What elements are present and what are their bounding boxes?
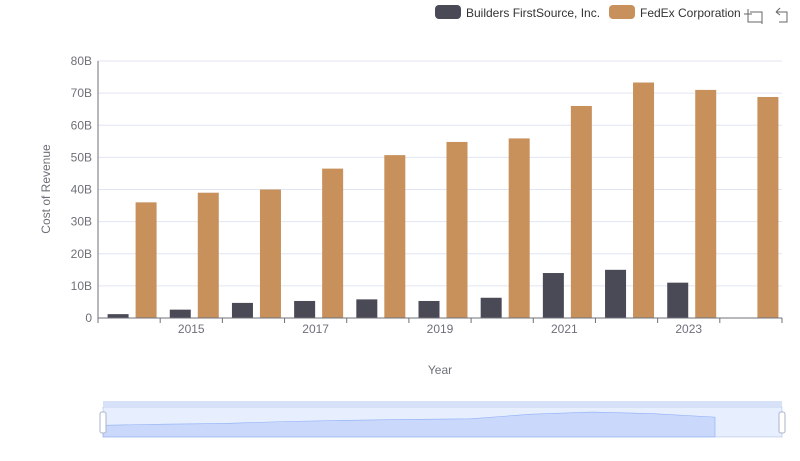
bar-fedex-2018[interactable] bbox=[384, 155, 406, 318]
y-tick-label: 50B bbox=[71, 150, 92, 164]
bar-builders-2016[interactable] bbox=[231, 302, 253, 318]
bar-builders-2022[interactable] bbox=[605, 269, 627, 318]
legend: Builders FirstSource, Inc. FedEx Corpora… bbox=[435, 5, 741, 20]
y-tick-labels: 0 10B 20B 30B 40B 50B 60B 70B 80B bbox=[71, 54, 93, 325]
y-tick-label: 0 bbox=[85, 311, 92, 325]
x-tick-labels: 2015 2017 2019 2021 2023 bbox=[178, 322, 702, 336]
bar-builders-2018[interactable] bbox=[356, 299, 378, 318]
legend-item-builders[interactable]: Builders FirstSource, Inc. bbox=[435, 5, 600, 20]
y-axis-title: Cost of Revenue bbox=[39, 144, 53, 234]
bar-fedex-2021[interactable] bbox=[570, 105, 592, 318]
bar-fedex-2017[interactable] bbox=[322, 168, 344, 318]
bars bbox=[107, 82, 779, 319]
x-tick-label: 2023 bbox=[675, 322, 702, 336]
restore-icon[interactable] bbox=[775, 7, 788, 23]
bar-builders-2020[interactable] bbox=[480, 297, 502, 318]
axes bbox=[97, 61, 783, 323]
y-tick-label: 30B bbox=[71, 215, 92, 229]
bar-builders-2019[interactable] bbox=[418, 300, 440, 318]
bar-builders-2015[interactable] bbox=[169, 309, 191, 318]
datazoom-preview-area bbox=[102, 411, 716, 438]
y-tick-label: 10B bbox=[71, 279, 92, 293]
bar-fedex-2023[interactable] bbox=[695, 89, 717, 318]
x-tick-label: 2021 bbox=[551, 322, 578, 336]
bar-fedex-2014[interactable] bbox=[135, 202, 157, 318]
bar-builders-2017[interactable] bbox=[294, 300, 316, 318]
datazoom-right-handle[interactable] bbox=[778, 411, 786, 434]
bar-fedex-2019[interactable] bbox=[446, 141, 468, 318]
datazoom-top-bar[interactable] bbox=[103, 401, 782, 407]
bar-builders-2023[interactable] bbox=[667, 282, 689, 318]
bar-builders-2014[interactable] bbox=[107, 314, 129, 318]
legend-swatch-fedex bbox=[609, 5, 635, 19]
bar-fedex-2020[interactable] bbox=[508, 138, 530, 318]
bar-fedex-2024[interactable] bbox=[757, 96, 779, 318]
bar-fedex-2016[interactable] bbox=[259, 189, 281, 319]
legend-item-fedex[interactable]: FedEx Corporation bbox=[609, 5, 741, 20]
zoom-icon[interactable] bbox=[744, 9, 763, 24]
x-tick-label: 2019 bbox=[427, 322, 454, 336]
y-tick-label: 60B bbox=[71, 118, 92, 132]
datazoom-selected-range bbox=[103, 407, 782, 437]
bar-fedex-2015[interactable] bbox=[197, 192, 219, 318]
legend-label-fedex: FedEx Corporation bbox=[640, 6, 741, 20]
y-tick-label: 80B bbox=[71, 54, 92, 68]
y-tick-label: 40B bbox=[71, 183, 92, 197]
bar-builders-2021[interactable] bbox=[542, 273, 564, 318]
datazoom-left-handle[interactable] bbox=[99, 411, 107, 434]
legend-label-builders: Builders FirstSource, Inc. bbox=[466, 6, 600, 20]
x-tick-label: 2015 bbox=[178, 322, 205, 336]
y-tick-label: 70B bbox=[71, 86, 92, 100]
x-tick-label: 2017 bbox=[302, 322, 329, 336]
datazoom-slider[interactable] bbox=[99, 401, 786, 438]
x-axis-title: Year bbox=[428, 363, 452, 377]
bar-fedex-2022[interactable] bbox=[633, 82, 655, 319]
y-tick-label: 20B bbox=[71, 247, 92, 261]
legend-swatch-builders bbox=[435, 5, 461, 19]
